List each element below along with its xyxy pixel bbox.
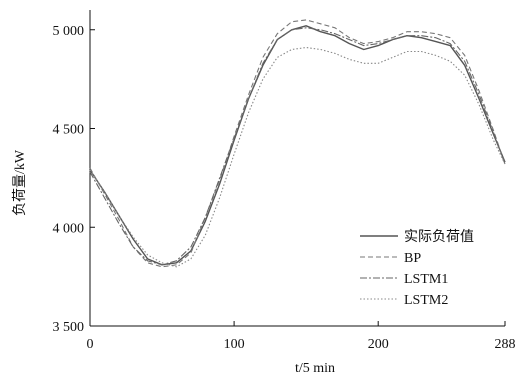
y-tick-label: 5 000 bbox=[53, 24, 85, 39]
x-tick-label: 288 bbox=[495, 337, 515, 352]
series-line-2 bbox=[89, 19, 506, 268]
legend-label: LSTM1 bbox=[404, 272, 448, 287]
series-line-4 bbox=[89, 46, 506, 268]
y-tick-label: 4 000 bbox=[53, 221, 85, 236]
x-axis-title: t/5 min bbox=[295, 361, 335, 376]
series-lines bbox=[89, 19, 506, 268]
legend-label: LSTM2 bbox=[404, 293, 448, 308]
series-line-1 bbox=[89, 25, 506, 266]
x-axis-ticks: 0 100 200 288 bbox=[87, 321, 515, 352]
plot-area: 0 100 200 288 3 500 4 000 4 500 5 000 bbox=[53, 10, 515, 352]
y-axis-ticks: 3 500 4 000 4 500 5 000 bbox=[53, 24, 95, 335]
y-tick-label: 3 500 bbox=[53, 320, 85, 335]
x-tick-label: 0 bbox=[87, 337, 94, 352]
legend-label: BP bbox=[404, 251, 421, 266]
legend: 实际负荷值 BP LSTM1 LSTM2 bbox=[360, 229, 474, 308]
legend-label: 实际负荷值 bbox=[404, 229, 474, 245]
x-tick-label: 200 bbox=[368, 337, 389, 352]
y-tick-label: 4 500 bbox=[53, 123, 85, 138]
series-line-3 bbox=[89, 27, 506, 266]
y-axis-title: 负荷量/kW bbox=[12, 149, 28, 216]
x-tick-label: 100 bbox=[224, 337, 245, 352]
